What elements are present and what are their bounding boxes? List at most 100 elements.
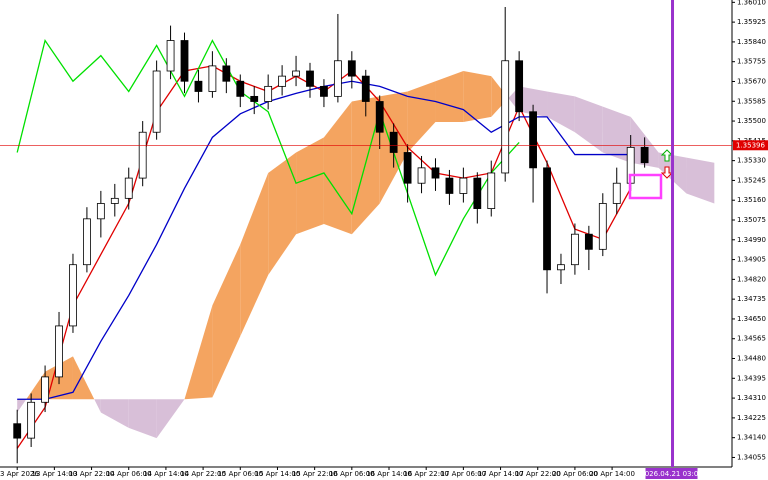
y-tick-label: 1.36010 <box>737 0 766 6</box>
candle-body <box>166 40 175 72</box>
y-tick-label: 1.34565 <box>737 335 766 343</box>
candle-body <box>83 218 91 266</box>
cloud-segment <box>407 81 436 153</box>
cloud-segment <box>463 71 492 122</box>
candle-body <box>13 423 22 439</box>
candle-body <box>55 325 63 378</box>
y-tick-label: 1.34310 <box>737 394 766 402</box>
cloud-segment <box>184 305 213 400</box>
x-tick-label: 20 Apr 06:00 <box>552 470 598 478</box>
y-tick-label: 1.34735 <box>737 295 766 303</box>
y-tick-label: 1.34225 <box>737 414 766 422</box>
y-tick-label: 1.34480 <box>737 355 766 363</box>
cloud-segment <box>547 91 575 133</box>
cloud-segment <box>268 152 297 275</box>
candle-body <box>501 60 510 174</box>
cloud-segment <box>156 399 185 439</box>
y-tick-label: 1.35840 <box>737 38 766 46</box>
cloud-segment <box>212 244 241 398</box>
x-tick-label: 15 Apr 06:00 <box>217 470 263 478</box>
candle-body <box>152 70 161 133</box>
x-tick-label: 15 Apr 22:00 <box>292 470 338 478</box>
candle-body <box>208 65 217 92</box>
cloud-segment <box>72 356 95 400</box>
candle-body <box>236 80 245 97</box>
y-tick-label: 1.35330 <box>737 157 766 165</box>
x-tick-label: 16 Apr 22:00 <box>403 470 449 478</box>
y-tick-label: 1.34905 <box>737 256 766 264</box>
candle-body <box>292 70 300 77</box>
x-tick-label: 16 Apr 06:00 <box>329 470 375 478</box>
x-tick-label: 14 Apr 22:00 <box>180 470 226 478</box>
candle-body <box>584 233 593 250</box>
candle-body <box>515 60 524 113</box>
cloud-segment <box>128 399 157 439</box>
candle-body <box>598 203 607 250</box>
price-label-box <box>733 140 768 151</box>
cloud-segment <box>491 76 509 117</box>
y-tick-label: 1.34055 <box>737 453 766 461</box>
candle-body <box>96 203 105 220</box>
cloud-segment <box>519 86 548 117</box>
y-tick-label: 1.35925 <box>737 18 766 26</box>
candle-body <box>124 177 133 199</box>
candle-body <box>320 85 328 97</box>
candle-body <box>278 75 287 87</box>
candle-body <box>459 177 468 194</box>
cursor-label: 2026.04.21 03:00 <box>640 470 702 478</box>
candle-body <box>69 264 77 327</box>
cloud-segment <box>686 157 715 204</box>
y-tick-label: 1.35075 <box>737 216 766 224</box>
candle-body <box>431 167 440 179</box>
candle-body <box>543 167 551 271</box>
x-tick-label: 13 Apr 2026 <box>0 470 39 478</box>
x-tick-label: 14 Apr 14:00 <box>143 470 189 478</box>
candle-body <box>194 80 203 92</box>
highlight-box <box>628 173 663 200</box>
candle-body <box>138 131 147 179</box>
y-tick-label: 1.35755 <box>737 58 766 66</box>
candle-body <box>250 95 259 102</box>
y-tick-label: 1.35670 <box>737 77 766 85</box>
cloud-segment <box>26 371 46 400</box>
cloud-segment <box>435 71 464 122</box>
candle-body <box>264 85 273 102</box>
cloud-segment <box>94 399 101 413</box>
y-tick-label: 1.35500 <box>737 117 766 125</box>
candle-body <box>375 101 384 133</box>
x-tick-label: 17 Apr 14:00 <box>478 470 524 478</box>
cloud-segment <box>17 399 27 413</box>
candle-body <box>473 177 482 209</box>
candle-body <box>445 177 454 194</box>
x-tick-label: 13 Apr 14:00 <box>32 470 78 478</box>
x-tick-label: 14 Apr 06:00 <box>106 470 152 478</box>
cloud-segment <box>100 399 129 428</box>
candle-body <box>571 233 579 266</box>
x-tick-label: 17 Apr 06:00 <box>441 470 487 478</box>
cloud-segment <box>296 137 324 235</box>
y-tick-label: 1.35160 <box>737 196 766 204</box>
candle-body <box>487 172 496 209</box>
candle-body <box>529 111 537 169</box>
candle-body <box>612 182 621 204</box>
cloud-segment <box>602 106 631 163</box>
x-tick-label: 20 Apr 14:00 <box>589 470 635 478</box>
candle-body <box>333 60 342 97</box>
candle-body <box>41 376 49 403</box>
candle-body <box>403 152 412 184</box>
candle-body <box>640 146 649 164</box>
candle-body <box>347 60 356 77</box>
indicator-line <box>16 65 632 449</box>
candle-body <box>361 75 370 102</box>
cloud-segment <box>351 96 380 235</box>
cloud-segment <box>240 172 269 337</box>
candles-layer <box>13 6 649 464</box>
y-tick-label: 1.35585 <box>737 97 766 105</box>
y-tick-label: 1.35245 <box>737 176 766 184</box>
y-tick-label: 1.34990 <box>737 236 766 244</box>
price-label: 1.35396 <box>736 141 765 149</box>
candle-body <box>557 264 565 271</box>
y-tick-label: 1.34650 <box>737 315 766 323</box>
